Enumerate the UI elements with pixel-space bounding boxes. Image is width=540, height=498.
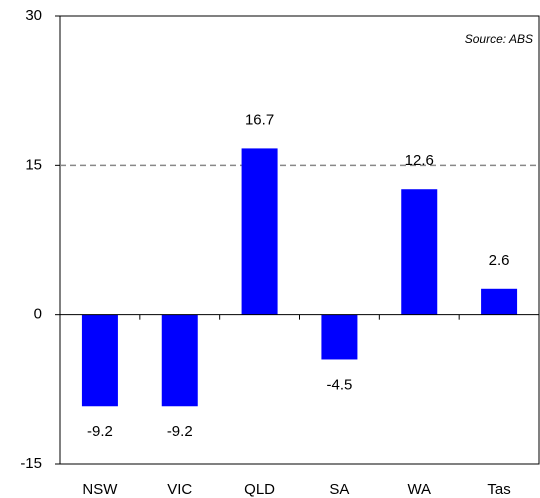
bar (481, 288, 518, 315)
bar (321, 314, 358, 360)
bar (241, 148, 278, 315)
value-label: -9.2 (87, 423, 113, 440)
y-tick-label: 0 (34, 306, 42, 323)
source-note: Source: ABS (465, 32, 533, 46)
y-tick-label: 30 (25, 7, 42, 24)
x-tick-label: Tas (487, 481, 510, 498)
y-tick-label: -15 (20, 455, 42, 472)
bar (401, 189, 438, 315)
plot-frame (59, 15, 540, 465)
x-tick-label: NSW (82, 481, 118, 498)
value-label: -4.5 (326, 376, 352, 393)
bar (81, 314, 118, 407)
x-tick-label: WA (407, 481, 431, 498)
x-tick-label: QLD (244, 481, 275, 498)
value-label: 16.7 (245, 111, 274, 128)
y-tick-label: 15 (25, 156, 42, 173)
value-label: 12.6 (405, 152, 434, 169)
value-label: -9.2 (167, 423, 193, 440)
bar (161, 314, 198, 407)
x-tick-label: SA (329, 481, 349, 498)
x-tick-label: VIC (167, 481, 192, 498)
value-label: 2.6 (489, 252, 510, 269)
